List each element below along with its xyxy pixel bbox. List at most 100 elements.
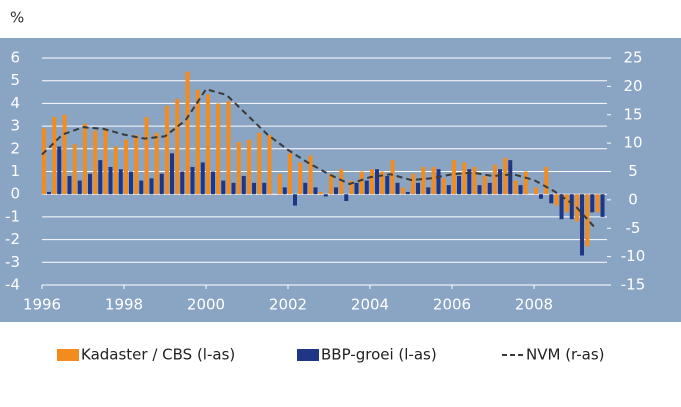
- bar: [446, 185, 451, 195]
- bar: [103, 128, 108, 195]
- bar: [395, 182, 400, 195]
- y2-tick-label: 15: [623, 105, 642, 123]
- bar: [77, 180, 82, 195]
- bar: [257, 132, 262, 195]
- bar: [195, 89, 200, 195]
- bar: [93, 130, 98, 195]
- bar: [57, 146, 62, 195]
- bar: [42, 128, 46, 195]
- bar: [472, 166, 477, 195]
- bar: [175, 98, 180, 195]
- bar: [416, 182, 421, 195]
- bar: [539, 194, 544, 199]
- y-tick-label: 1: [10, 162, 20, 180]
- bar: [154, 132, 159, 195]
- bar: [385, 176, 390, 195]
- y2-tick-label: 25: [623, 49, 642, 67]
- bar: [72, 144, 77, 195]
- bar: [206, 94, 211, 195]
- y-tick-label: 5: [10, 71, 20, 89]
- bar: [252, 182, 257, 195]
- bar: [83, 123, 88, 195]
- bar: [370, 169, 375, 195]
- bar: [600, 194, 605, 217]
- bar: [487, 182, 492, 195]
- bar: [313, 187, 318, 195]
- bar: [236, 141, 241, 195]
- bar: [282, 187, 287, 195]
- bar: [441, 178, 446, 195]
- bar: [318, 191, 323, 195]
- y-tick-label: -2: [5, 230, 20, 248]
- bar: [303, 182, 308, 195]
- y-tick-label: 0: [10, 185, 20, 203]
- bar: [329, 173, 334, 195]
- bar: [569, 194, 574, 220]
- bar: [67, 176, 72, 195]
- legend-label: Kadaster / CBS (l-as): [81, 346, 235, 364]
- bar: [159, 173, 164, 195]
- bar: [231, 182, 236, 195]
- y2-tick-label: 10: [623, 134, 642, 152]
- y2-tick-label: -5: [626, 219, 641, 237]
- bar: [293, 194, 298, 206]
- bar: [170, 153, 175, 195]
- bar: [375, 169, 380, 195]
- bar: [113, 146, 118, 195]
- y-unit: %: [10, 9, 24, 27]
- bar: [390, 160, 395, 195]
- bar: [400, 187, 405, 195]
- bar: [564, 194, 569, 213]
- bar: [482, 176, 487, 195]
- legend-swatch: [297, 349, 319, 361]
- y-tick-label: 4: [10, 94, 20, 112]
- bar: [134, 135, 139, 195]
- bar: [267, 135, 272, 195]
- bar: [452, 160, 457, 195]
- bar: [180, 171, 185, 195]
- y-tick-label: -4: [5, 276, 20, 294]
- bar: [462, 162, 467, 195]
- bar: [354, 182, 359, 195]
- bar: [554, 194, 559, 206]
- bar: [544, 166, 549, 195]
- bar: [549, 194, 554, 204]
- bar: [247, 139, 252, 195]
- bar: [585, 194, 590, 247]
- bar: [513, 180, 518, 195]
- bar: [534, 187, 539, 195]
- bar: [323, 194, 328, 197]
- x-tick-label: 1996: [23, 296, 61, 314]
- legend-label: BBP-groei (l-as): [321, 346, 437, 364]
- bar: [436, 169, 441, 195]
- bar: [426, 187, 431, 195]
- bar: [62, 114, 67, 195]
- bar: [88, 173, 93, 195]
- bar: [508, 160, 513, 195]
- bar: [518, 185, 523, 195]
- y-tick-label: 3: [10, 117, 20, 135]
- legend-label: NVM (r-as): [526, 346, 605, 364]
- bar: [467, 169, 472, 195]
- bar: [308, 155, 313, 195]
- bar: [216, 103, 221, 195]
- y2-tick-label: 0: [628, 190, 638, 208]
- bar: [149, 178, 154, 195]
- bar: [98, 160, 103, 195]
- bar: [457, 176, 462, 195]
- bar: [118, 169, 123, 195]
- bar: [124, 139, 129, 195]
- bar: [226, 101, 231, 195]
- x-tick-label: 1998: [105, 296, 143, 314]
- bar: [364, 180, 369, 195]
- bar: [129, 171, 134, 195]
- bar: [190, 166, 195, 195]
- bar: [411, 173, 416, 195]
- x-tick-label: 2002: [269, 296, 307, 314]
- bar: [185, 71, 190, 195]
- bar: [590, 194, 595, 213]
- y-tick-label: 2: [10, 139, 20, 157]
- y2-tick-label: 20: [623, 77, 642, 95]
- bar: [139, 180, 144, 195]
